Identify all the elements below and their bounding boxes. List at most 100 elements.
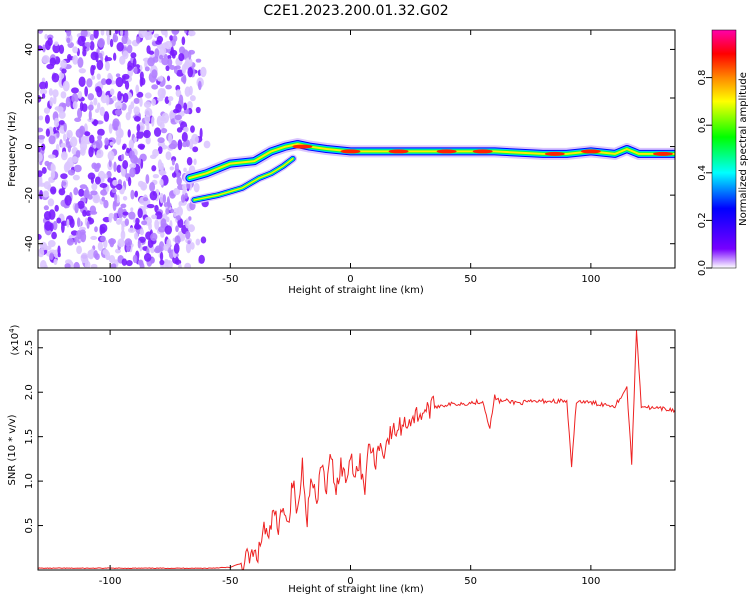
- noise-speckle: [144, 66, 150, 72]
- noise-speckle: [38, 94, 42, 103]
- noise-speckle: [159, 46, 167, 57]
- noise-speckle: [203, 140, 211, 149]
- noise-speckle: [117, 238, 125, 248]
- noise-speckle: [129, 163, 137, 169]
- noise-speckle: [44, 114, 50, 124]
- noise-speckle: [69, 136, 78, 148]
- noise-speckle: [139, 77, 144, 87]
- noise-speckle: [178, 94, 184, 105]
- noise-speckle: [130, 207, 134, 212]
- noise-speckle: [58, 120, 65, 125]
- noise-speckle: [64, 263, 71, 268]
- noise-speckle: [125, 259, 133, 267]
- noise-speckle: [139, 228, 145, 236]
- noise-speckle: [92, 65, 96, 71]
- noise-speckle: [44, 220, 52, 231]
- ridge-layer: [183, 138, 675, 205]
- noise-speckle: [124, 30, 129, 40]
- noise-speckle: [188, 85, 193, 96]
- noise-speckle: [75, 150, 81, 158]
- noise-speckle: [121, 258, 128, 266]
- noise-speckle: [38, 233, 42, 241]
- noise-speckle: [136, 91, 144, 98]
- noise-speckle: [87, 93, 95, 101]
- noise-speckle: [124, 218, 130, 226]
- noise-speckle: [127, 65, 133, 71]
- noise-speckle: [48, 135, 56, 145]
- noise-speckle: [150, 232, 158, 242]
- noise-speckle: [180, 194, 186, 203]
- noise-speckle: [187, 240, 191, 245]
- noise-speckle: [175, 215, 181, 221]
- noise-speckle: [167, 96, 174, 102]
- noise-speckle: [53, 258, 58, 265]
- noise-speckle: [130, 189, 135, 200]
- noise-speckle: [112, 200, 117, 212]
- noise-speckle: [157, 137, 165, 144]
- noise-speckle: [43, 107, 51, 114]
- noise-speckle: [38, 81, 47, 90]
- colorbar-tick-label: 0.8: [697, 70, 708, 86]
- colorbar: 0.0 0.2 0.4 0.6 0.8 Normalized spectral ampl…: [697, 29, 749, 276]
- noise-speckle: [108, 238, 117, 245]
- noise-speckle: [96, 59, 104, 71]
- noise-speckle: [82, 209, 87, 217]
- noise-speckle: [170, 46, 174, 56]
- noise-speckle: [187, 66, 194, 78]
- noise-speckle: [173, 65, 178, 74]
- noise-speckle: [165, 208, 170, 215]
- noise-speckle: [82, 48, 87, 57]
- noise-speckle: [159, 259, 165, 266]
- noise-speckle: [151, 115, 155, 127]
- noise-speckle: [113, 212, 118, 222]
- noise-speckle: [105, 61, 110, 72]
- spectrogram-y-label: Frequency (Hz): [7, 111, 18, 187]
- noise-speckle: [83, 189, 90, 199]
- noise-speckle: [38, 178, 41, 188]
- noise-speckle: [74, 117, 82, 122]
- noise-speckle: [72, 46, 79, 54]
- x-tick-label: -100: [99, 274, 122, 285]
- noise-speckle: [60, 59, 67, 69]
- noise-speckle: [181, 141, 188, 148]
- noise-speckle: [91, 162, 98, 170]
- snr-x-axis: -100 -50 0 50 100: [99, 330, 600, 587]
- noise-speckle: [101, 78, 107, 86]
- noise-speckle: [103, 173, 108, 179]
- noise-speckle: [170, 208, 175, 214]
- snr-panel: -100 -50 0 50 100 0.5 1.0 1.5 2.0 2.5 Height of …: [7, 324, 676, 595]
- noise-speckle: [144, 107, 153, 118]
- noise-speckle: [139, 262, 145, 268]
- noise-speckle: [38, 86, 41, 91]
- noise-speckle: [38, 45, 43, 51]
- noise-speckle: [147, 57, 155, 67]
- noise-speckle: [38, 170, 43, 178]
- noise-speckle: [120, 203, 127, 209]
- noise-speckle: [63, 133, 67, 142]
- noise-speckle: [200, 236, 207, 244]
- noise-speckle: [72, 55, 79, 65]
- noise-speckle: [101, 196, 106, 202]
- noise-speckle: [120, 153, 125, 161]
- noise-speckle: [100, 30, 105, 36]
- noise-speckle: [120, 230, 126, 240]
- noise-speckle: [160, 218, 167, 228]
- noise-speckle: [88, 146, 94, 158]
- noise-speckle: [116, 42, 124, 52]
- noise-speckle: [175, 225, 179, 233]
- colorbar-tick-label: 0.4: [697, 165, 708, 181]
- noise-speckle: [99, 183, 108, 188]
- noise-speckle: [182, 183, 188, 191]
- x-tick-label: 0: [347, 576, 353, 587]
- noise-speckle: [141, 184, 146, 190]
- noise-speckle: [146, 247, 150, 255]
- noise-speckle: [146, 203, 155, 209]
- noise-speckle: [128, 211, 136, 220]
- noise-speckle: [158, 170, 167, 176]
- noise-speckle: [154, 219, 160, 230]
- noise-speckle: [77, 90, 83, 99]
- noise-speckle: [61, 222, 65, 234]
- noise-speckle: [195, 106, 201, 114]
- noise-speckle: [116, 183, 123, 190]
